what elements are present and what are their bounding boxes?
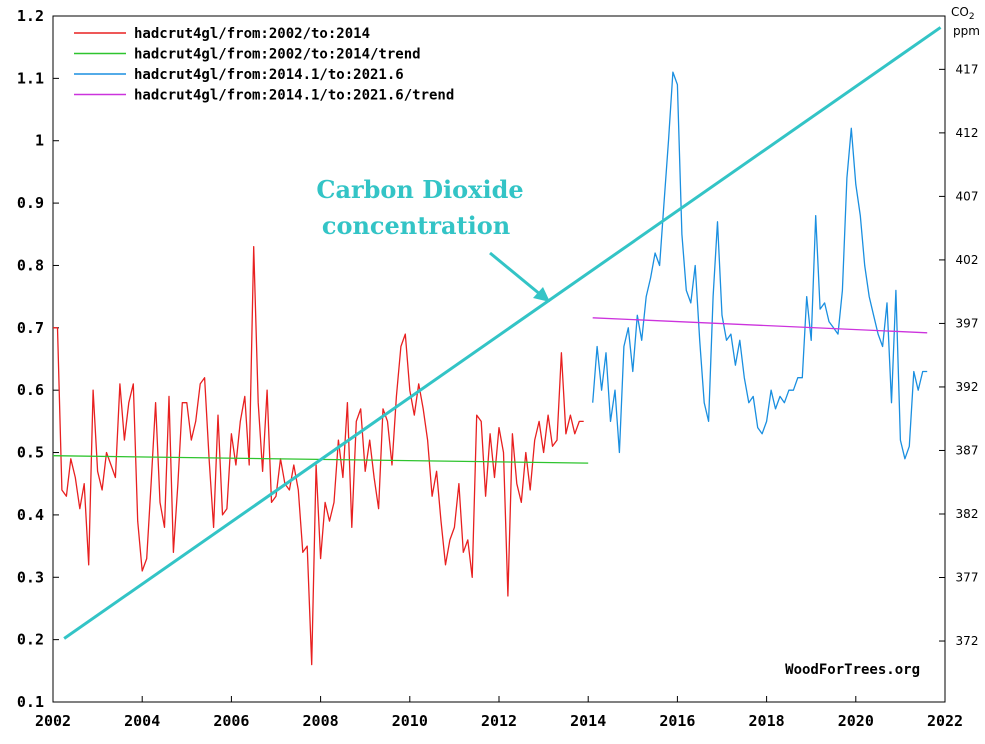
y-tick-label: 1 bbox=[35, 132, 44, 150]
y-tick-label: 0.6 bbox=[17, 381, 44, 399]
y-tick-label: 0.4 bbox=[17, 506, 44, 524]
series-line-2 bbox=[592, 71, 928, 460]
y-tick-label: 0.7 bbox=[17, 319, 44, 337]
y-tick-label: 0.5 bbox=[17, 444, 44, 462]
y2-tick-label: 377 bbox=[956, 571, 979, 585]
annotation-line1: Carbon Dioxide bbox=[316, 175, 523, 204]
axes: 0.1 0.2 0.3 0.4 0.5 0.6 0.7 0.8 0.9 1 1.1 1.2 2002 20… bbox=[17, 7, 979, 730]
y2-tick-label: 397 bbox=[956, 316, 979, 330]
y2-tick-label: 417 bbox=[956, 62, 979, 76]
y2-tick-label: 372 bbox=[956, 634, 979, 648]
y2-tick-label: 392 bbox=[956, 380, 979, 394]
watermark: WoodForTrees.org bbox=[785, 662, 920, 678]
y-tick-label: 0.2 bbox=[17, 631, 44, 649]
y-tick-label: 0.8 bbox=[17, 256, 44, 274]
y2-axis-unit: ppm bbox=[953, 24, 980, 38]
legend-label-3: hadcrut4gl/from:2014.1/to:2021.6/trend bbox=[134, 88, 454, 104]
y-tick-label: 1.2 bbox=[17, 7, 44, 25]
x-tick-label: 2018 bbox=[749, 712, 785, 730]
x-tick-label: 2014 bbox=[570, 712, 606, 730]
annotation-arrowhead-icon bbox=[533, 287, 550, 302]
x-tick-label: 2012 bbox=[481, 712, 517, 730]
y-tick-label: 0.9 bbox=[17, 194, 44, 212]
y-tick-label: 0.3 bbox=[17, 568, 44, 586]
y-tick-label: 0.1 bbox=[17, 693, 44, 711]
legend-label-2: hadcrut4gl/from:2014.1/to:2021.6 bbox=[134, 67, 404, 83]
x-tick-label: 2022 bbox=[927, 712, 963, 730]
y2-tick-label: 387 bbox=[956, 443, 979, 457]
y2-tick-label: 402 bbox=[956, 253, 979, 267]
x-tick-label: 2020 bbox=[838, 712, 874, 730]
legend: hadcrut4gl/from:2002/to:2014 hadcrut4gl/f… bbox=[74, 26, 454, 104]
x-tick-label: 2002 bbox=[35, 712, 71, 730]
plot-area bbox=[52, 15, 946, 703]
co2-line-layer bbox=[63, 26, 942, 640]
legend-label-0: hadcrut4gl/from:2002/to:2014 bbox=[134, 26, 370, 42]
x-tick-label: 2010 bbox=[392, 712, 428, 730]
y2-title-subscript: 2 bbox=[969, 12, 975, 22]
series-line-3 bbox=[592, 317, 928, 334]
y2-axis-title: CO2 bbox=[951, 5, 975, 22]
annotation-line2: concentration bbox=[322, 211, 510, 240]
legend-label-1: hadcrut4gl/from:2002/to:2014/trend bbox=[134, 47, 421, 63]
x-tick-label: 2016 bbox=[659, 712, 695, 730]
y2-tick-label: 382 bbox=[956, 507, 979, 521]
y2-tick-label: 412 bbox=[956, 126, 979, 140]
annotation-arrow bbox=[489, 251, 542, 297]
series-line-0 bbox=[53, 246, 584, 666]
y2-tick-label: 407 bbox=[956, 189, 979, 203]
series-lines bbox=[52, 71, 928, 666]
x-tick-label: 2006 bbox=[213, 712, 249, 730]
x-tick-label: 2004 bbox=[124, 712, 160, 730]
y2-title-text: CO bbox=[951, 5, 969, 19]
y-tick-label: 1.1 bbox=[17, 69, 44, 87]
x-tick-label: 2008 bbox=[303, 712, 339, 730]
co2-trend-line bbox=[63, 26, 942, 640]
